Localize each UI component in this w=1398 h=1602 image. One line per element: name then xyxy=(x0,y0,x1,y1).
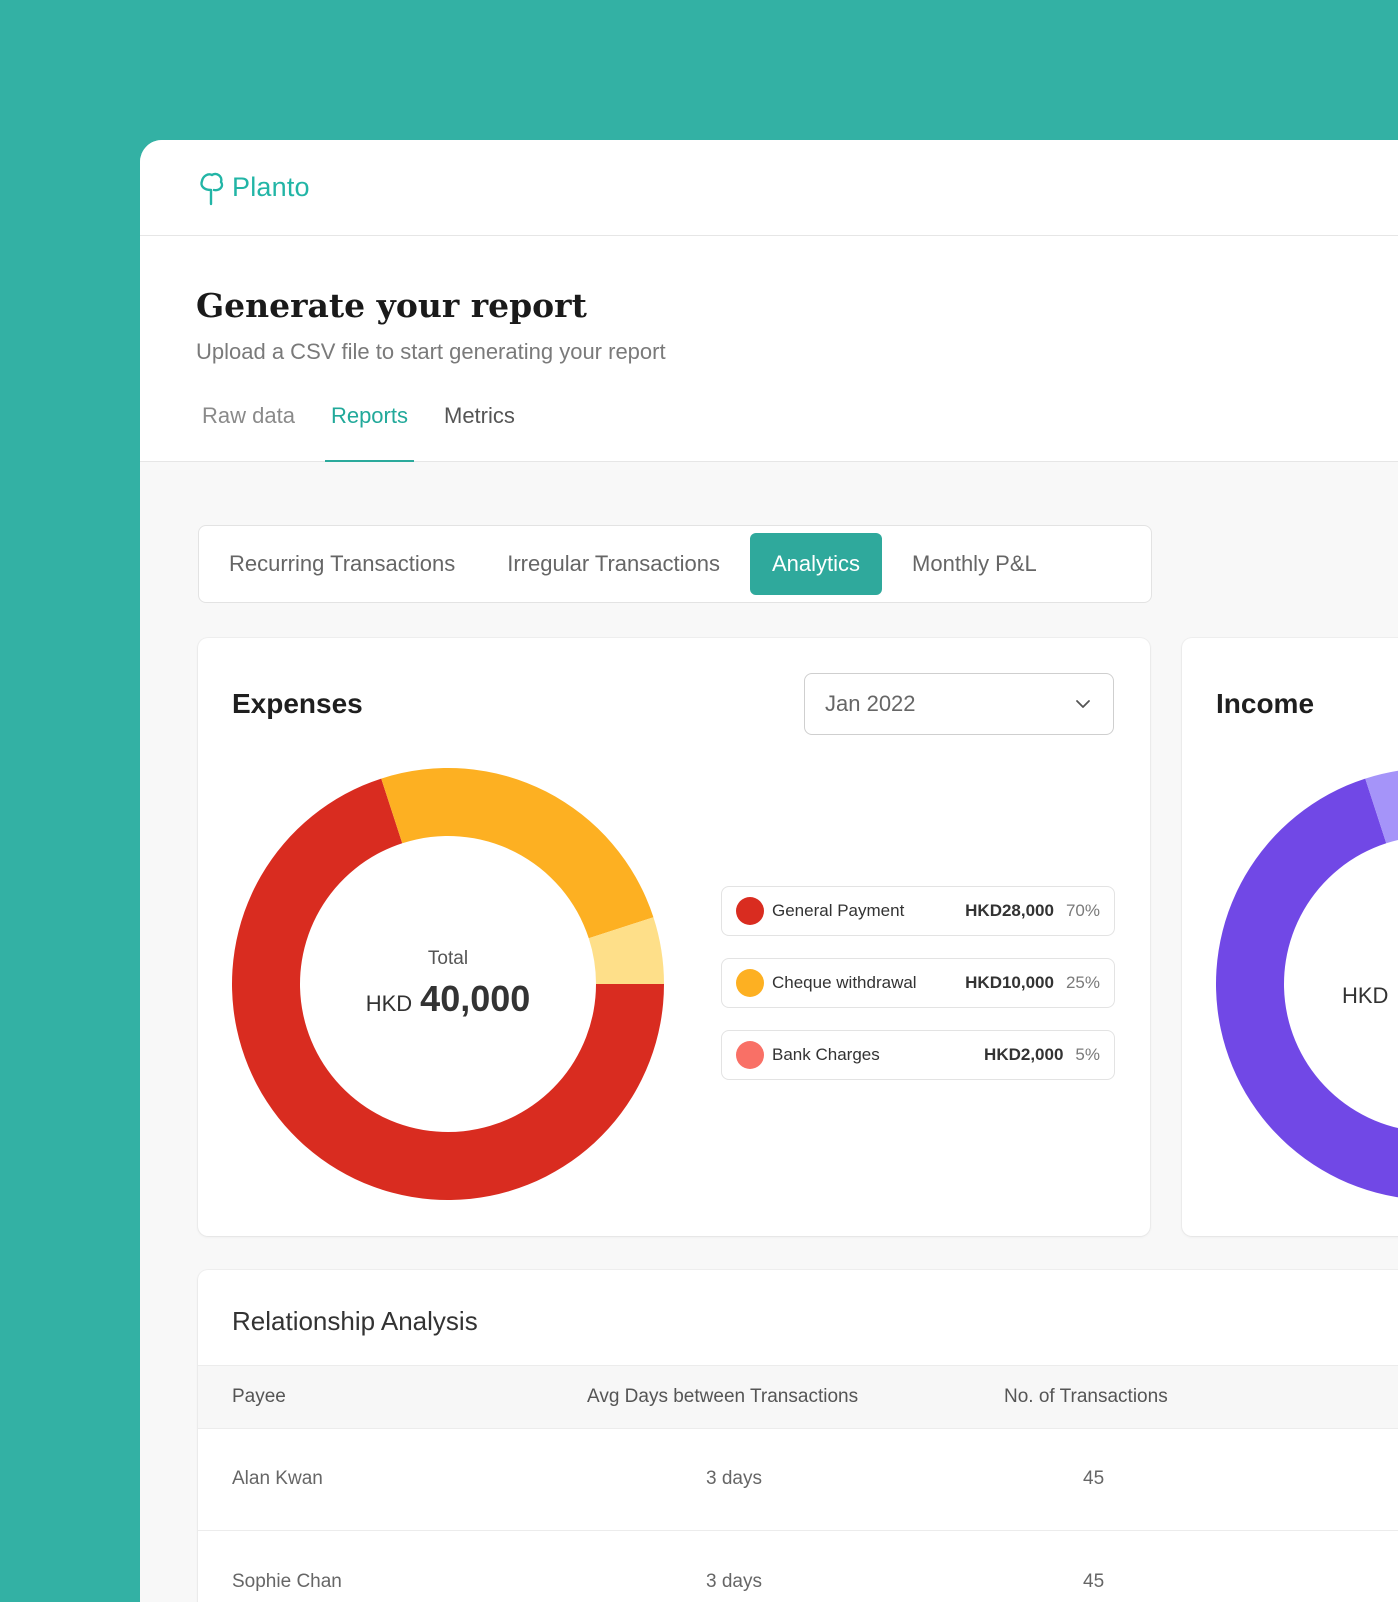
expenses-total: Total HKD 40,000 xyxy=(232,768,664,1200)
legend-dot-bank-charges xyxy=(736,1041,764,1069)
tab-reports[interactable]: Reports xyxy=(324,403,415,462)
income-slice-1 xyxy=(1216,778,1398,1198)
main-tabs: Raw data Reports Metrics xyxy=(196,403,545,462)
legend-item-general-payment: General Payment HKD28,000 70% xyxy=(721,886,1115,936)
tab-metrics[interactable]: Metrics xyxy=(444,403,515,428)
legend-percent: 5% xyxy=(1075,1045,1100,1064)
app-window: Planto Generate your report Upload a CSV… xyxy=(140,140,1398,1602)
legend-percent: 70% xyxy=(1065,901,1100,920)
avg-days-cell: 3 days xyxy=(706,1468,762,1489)
payee-cell: Sophie Chan xyxy=(232,1571,342,1592)
table-row[interactable]: Alan Kwan 3 days 45 xyxy=(198,1428,1398,1531)
legend-percent: 25% xyxy=(1065,973,1100,992)
page-title: Generate your report xyxy=(196,286,587,325)
legend-label: Cheque withdrawal xyxy=(772,973,917,992)
legend-label: General Payment xyxy=(772,901,905,920)
subnav-irregular-transactions[interactable]: Irregular Transactions xyxy=(507,551,720,576)
avg-days-cell: 3 days xyxy=(706,1571,762,1592)
page-header: Generate your report Upload a CSV file t… xyxy=(140,236,1398,462)
report-subnav: Recurring Transactions Irregular Transac… xyxy=(198,525,1152,603)
column-header-avg-days[interactable]: Avg Days between Transactions xyxy=(587,1386,859,1407)
subnav-monthly-pl[interactable]: Monthly P&L xyxy=(912,551,1037,576)
table-row[interactable]: Sophie Chan 3 days 45 xyxy=(198,1531,1398,1602)
income-title: Income xyxy=(1216,688,1315,719)
transactions-cell: 45 xyxy=(1083,1468,1105,1489)
payee-cell: Alan Kwan xyxy=(232,1468,323,1489)
transactions-cell: 45 xyxy=(1083,1571,1105,1592)
page-subtitle: Upload a CSV file to start generating yo… xyxy=(196,339,666,364)
expenses-legend: General Payment HKD28,000 70% Cheque wit… xyxy=(721,886,1115,1102)
subnav-recurring-transactions[interactable]: Recurring Transactions xyxy=(229,551,456,576)
tab-raw-data[interactable]: Raw data xyxy=(202,403,295,428)
top-bar: Planto xyxy=(140,140,1398,236)
total-currency: HKD xyxy=(365,991,413,1016)
logo[interactable]: Planto xyxy=(196,170,310,206)
relationship-analysis-card: Relationship Analysis Payee Avg Days bet… xyxy=(198,1270,1398,1602)
table-header: Payee Avg Days between Transactions No. … xyxy=(198,1365,1398,1429)
period-select-value: Jan 2022 xyxy=(825,691,916,716)
legend-item-bank-charges: Bank Charges HKD2,000 5% xyxy=(721,1030,1115,1080)
column-header-payee[interactable]: Payee xyxy=(232,1386,286,1407)
total-value-group: HKD 40,000 xyxy=(366,978,531,1020)
slice-bank-charges xyxy=(588,917,664,984)
expenses-donut-chart xyxy=(232,768,664,1200)
legend-amount: HKD10,000 xyxy=(965,973,1054,992)
app-name: Planto xyxy=(232,172,310,202)
income-card: Income HKD xyxy=(1182,638,1398,1236)
legend-dot-general-payment xyxy=(736,897,764,925)
slice-general-payment xyxy=(232,778,664,1200)
total-label: Total xyxy=(427,948,469,969)
legend-dot-cheque-withdrawal xyxy=(736,969,764,997)
legend-amount: HKD28,000 xyxy=(965,901,1054,920)
income-total-currency: HKD xyxy=(1342,983,1389,1008)
total-amount: 40,000 xyxy=(420,978,531,1019)
column-header-transactions[interactable]: No. of Transactions xyxy=(1004,1386,1168,1407)
expenses-card: Expenses Jan 2022 Total HKD 40,000 Gener… xyxy=(198,638,1150,1236)
chevron-down-icon xyxy=(1076,700,1090,708)
legend-amount: HKD2,000 xyxy=(984,1045,1064,1064)
legend-label: Bank Charges xyxy=(772,1045,880,1064)
period-select[interactable]: Jan 2022 xyxy=(804,673,1114,735)
income-slice-2 xyxy=(1365,770,1398,844)
relationship-title: Relationship Analysis xyxy=(232,1306,478,1336)
subnav-analytics[interactable]: Analytics xyxy=(749,533,883,595)
income-donut-chart xyxy=(1216,770,1398,1198)
expenses-title: Expenses xyxy=(232,688,363,719)
leaf-logo-icon xyxy=(200,172,224,205)
slice-cheque-withdrawal xyxy=(381,768,654,939)
legend-item-cheque-withdrawal: Cheque withdrawal HKD10,000 25% xyxy=(721,958,1115,1008)
